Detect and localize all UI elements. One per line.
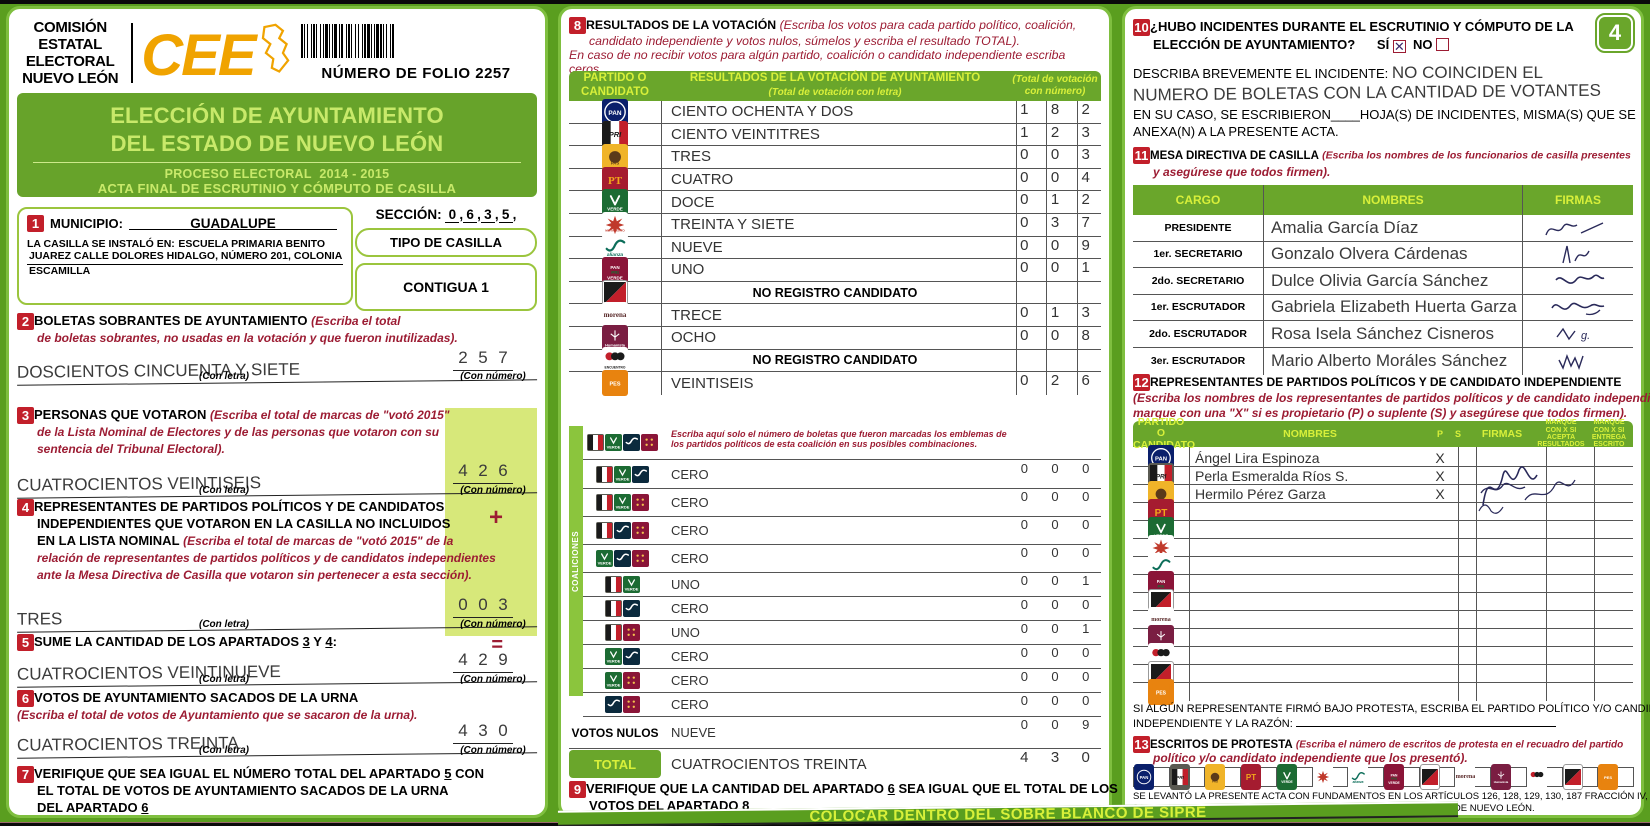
svg-text:MOVIMIENTO: MOVIMIENTO <box>605 228 625 232</box>
svg-text:PAN: PAN <box>1140 775 1149 780</box>
svg-text:g.: g. <box>1581 330 1590 342</box>
svg-text:VERDE: VERDE <box>1281 780 1293 784</box>
svg-text:alianza: alianza <box>1353 780 1364 784</box>
svg-text:PRI: PRI <box>1156 473 1167 480</box>
svg-text:PT: PT <box>608 175 623 187</box>
svg-text:VERDE: VERDE <box>597 560 611 565</box>
svg-text:PES: PES <box>1156 690 1167 696</box>
svg-text:PRI: PRI <box>609 130 622 139</box>
svg-text:PAS: PAS <box>611 161 620 166</box>
svg-text:PAN: PAN <box>1155 456 1167 462</box>
svg-text:PAN: PAN <box>608 110 621 117</box>
svg-text:ENCUENTRO: ENCUENTRO <box>605 366 626 370</box>
svg-text:PAS: PAS <box>1212 780 1218 784</box>
svg-text:PES: PES <box>609 382 620 388</box>
svg-text:PT: PT <box>1246 773 1256 782</box>
svg-text:PES: PES <box>1604 775 1612 780</box>
svg-text:VERDE: VERDE <box>615 476 629 481</box>
svg-text:VERDE: VERDE <box>607 207 623 212</box>
svg-text:VERDE: VERDE <box>615 504 629 509</box>
svg-text:VERDE: VERDE <box>606 658 620 663</box>
svg-text:VERDE: VERDE <box>624 586 638 591</box>
svg-text:PRI: PRI <box>1176 775 1184 780</box>
svg-text:VERDE: VERDE <box>606 682 620 687</box>
svg-text:VERDE: VERDE <box>1388 781 1400 785</box>
svg-text:Humanista: Humanista <box>1494 780 1509 784</box>
svg-text:VERDE: VERDE <box>606 444 620 449</box>
